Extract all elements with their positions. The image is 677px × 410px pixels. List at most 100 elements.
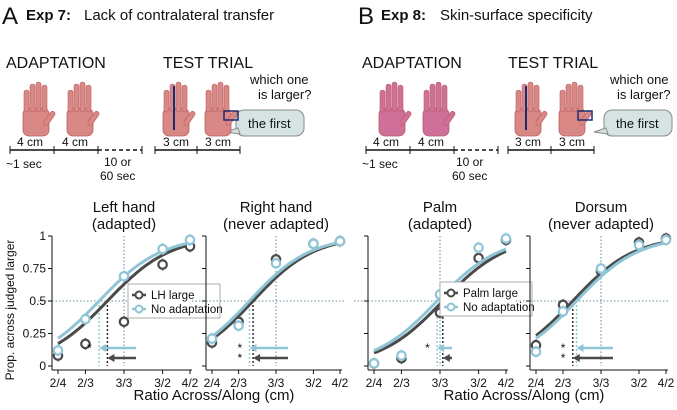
x-tick-label: 3/3: [432, 376, 449, 390]
pse-arrow-head: [107, 354, 115, 362]
x-tick-label: 2/4: [528, 376, 545, 390]
pse-arrow-head: [99, 344, 107, 352]
data-point: [396, 350, 407, 361]
panel-b-dim-test-1: 3 cm: [515, 135, 541, 149]
panel-b-question-2: is larger?: [617, 87, 670, 102]
panel-a-dim-adapt-1: 4 cm: [17, 135, 43, 149]
data-point: [270, 257, 282, 269]
panel-a-test-label: TEST TRIAL: [163, 55, 253, 72]
x-tick-label: 4/2: [182, 376, 199, 390]
panel-letter-a: A: [2, 3, 18, 30]
significance-star: *: [561, 341, 566, 355]
x-tick-label: 3/2: [154, 376, 171, 390]
hand-icon: [558, 81, 593, 137]
hand-icon: [204, 81, 239, 137]
panel-b-dim-adapt-1: 4 cm: [373, 135, 399, 149]
data-point: [118, 270, 130, 282]
significance-star: *: [561, 351, 566, 365]
panel-a-dim-adapt-2: 4 cm: [62, 135, 88, 149]
panel-b-time-2b: 60 sec: [452, 169, 487, 183]
data-point: [157, 259, 168, 270]
pse-arrow-head: [253, 354, 261, 362]
panel-a-dim-test-2: 3 cm: [205, 135, 231, 149]
hand-icon: [22, 81, 56, 137]
chart-title: Left hand: [93, 199, 156, 216]
significance-star: *: [425, 341, 430, 355]
panel-b-speech-bubble: the first: [593, 109, 673, 137]
x-tick-label: 4/2: [332, 376, 349, 390]
panel-b-answer: the first: [616, 116, 659, 131]
data-point: [334, 235, 346, 247]
chart-area: Left hand(adapted)2/4 2/3 3/3 3/2 4/200.250.…: [23, 199, 675, 390]
y-tick-label: 1: [39, 229, 46, 243]
pse-arrow-head: [437, 344, 445, 352]
x-tick-label: 3/3: [593, 376, 610, 390]
hand-icon: [378, 81, 412, 137]
pse-arrow-head: [442, 354, 450, 362]
legend-marker: [134, 290, 144, 300]
pse-arrow-head: [576, 344, 584, 352]
significance-star: *: [87, 341, 92, 355]
data-point: [233, 320, 244, 331]
data-point: [206, 333, 218, 344]
panel-b-dim-adapt-2: 4 cm: [418, 135, 444, 149]
data-point: [473, 242, 484, 253]
series-line: [57, 243, 191, 345]
pse-arrow-head: [572, 354, 580, 362]
x-tick-label: 3/2: [470, 376, 487, 390]
panel-a-question-1: which one: [249, 72, 309, 87]
legend-label: Palm large: [463, 288, 518, 300]
panel-a-subtitle: Lack of contralateral transfer: [84, 7, 274, 24]
legend: Palm large No adaptation: [439, 281, 535, 317]
panel-a-timeline: 4 cm 4 cm 3 cm 3 cm ~1 sec 10 or 60 sec: [6, 135, 241, 183]
pse-arrow-head: [249, 344, 257, 352]
x-tick-label: 4/2: [658, 376, 675, 390]
x-tick-label: 2/3: [230, 376, 247, 390]
x-tick-label: 3/3: [116, 376, 133, 390]
chart-3: Palm(adapted) 2/4 2/3 3/3 3/2 4/2 * Palm large N…: [354, 199, 535, 390]
chart-4: Dorsum(never adapted) 2/4 2/3 3/3 3/2 4/2 **: [516, 199, 675, 390]
panel-a-question-2: is larger?: [258, 87, 311, 102]
legend-label: No adaptation: [463, 302, 535, 314]
x-tick-label: 2/3: [555, 376, 572, 390]
significance-star: *: [237, 351, 242, 365]
series-line: [535, 241, 667, 340]
panel-b-adaptation-label: ADAPTATION: [362, 55, 462, 72]
legend-label: No adaptation: [151, 304, 223, 316]
chart-title: (adapted): [408, 216, 472, 233]
x-tick-label: 4/2: [498, 376, 515, 390]
data-point: [633, 239, 645, 251]
chart-title: (never adapted): [548, 216, 654, 233]
panel-b-time-1: ~1 sec: [362, 157, 398, 171]
panel-a-time-2b: 60 sec: [100, 169, 135, 183]
legend-label: LH large: [151, 290, 194, 302]
panel-b-question-1: which one: [609, 72, 669, 87]
panel-a-time-2a: 10 or: [104, 155, 131, 169]
panel-b-hands: [378, 81, 593, 137]
chart-title: (never adapted): [223, 216, 329, 233]
y-tick-label: 0: [39, 359, 46, 373]
panel-b-time-2a: 10 or: [456, 155, 483, 169]
hand-icon: [66, 81, 100, 137]
panel-a-dim-test-1: 3 cm: [163, 135, 189, 149]
chart-title: Palm: [423, 199, 457, 216]
panel-b-timeline: 4 cm 4 cm 3 cm 3 cm ~1 sec 10 or 60 sec: [362, 135, 595, 183]
data-point: [660, 234, 672, 246]
panel-a-adaptation-label: ADAPTATION: [6, 55, 106, 72]
x-tick-label: 2/3: [393, 376, 410, 390]
data-point: [368, 358, 380, 369]
data-point: [80, 313, 91, 325]
panel-b-dim-test-2: 3 cm: [559, 135, 585, 149]
data-point: [157, 243, 168, 255]
legend-marker: [446, 302, 456, 312]
series-line: [211, 240, 341, 338]
chart-title: Right hand: [240, 199, 313, 216]
x-tick-label: 3/2: [305, 376, 322, 390]
data-point: [500, 233, 512, 244]
data-point: [52, 345, 64, 356]
y-tick-label: 0.25: [23, 327, 47, 341]
x-axis-label-b: Ratio Across/Along (cm): [444, 387, 605, 404]
data-point: [118, 316, 130, 328]
legend-box: [439, 281, 533, 317]
